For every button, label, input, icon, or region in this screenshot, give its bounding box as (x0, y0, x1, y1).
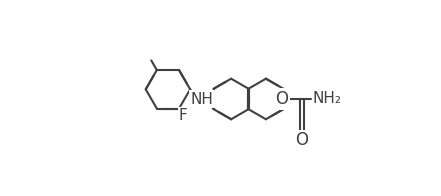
Text: NH: NH (191, 92, 213, 107)
Text: NH₂: NH₂ (312, 92, 341, 106)
Text: O: O (295, 131, 309, 149)
Text: F: F (179, 108, 187, 123)
Text: O: O (276, 90, 288, 108)
